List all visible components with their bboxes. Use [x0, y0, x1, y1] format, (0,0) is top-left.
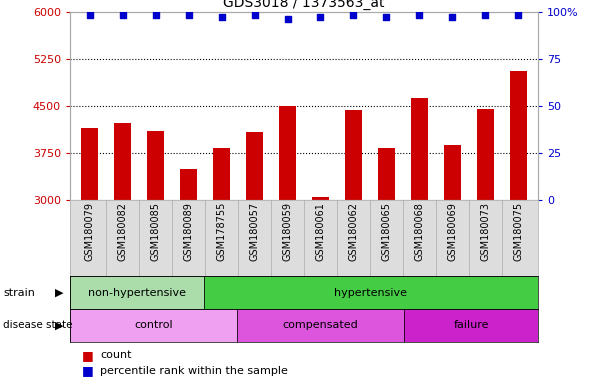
Text: ■: ■ — [82, 364, 94, 377]
Text: disease state: disease state — [3, 320, 72, 331]
Text: non-hypertensive: non-hypertensive — [88, 288, 186, 298]
Point — [316, 14, 325, 20]
Bar — [279, 106, 295, 384]
Bar — [404, 309, 538, 342]
Text: GSM180059: GSM180059 — [283, 202, 292, 261]
Point — [283, 16, 292, 22]
Bar — [246, 132, 263, 384]
Bar — [313, 197, 329, 384]
Text: GSM180065: GSM180065 — [381, 202, 392, 261]
Text: GSM180075: GSM180075 — [513, 202, 523, 261]
Text: GSM180082: GSM180082 — [118, 202, 128, 261]
Bar — [477, 109, 494, 384]
Text: GSM180069: GSM180069 — [447, 202, 457, 261]
Text: GSM180057: GSM180057 — [249, 202, 260, 261]
Bar — [510, 71, 527, 384]
Bar — [70, 309, 237, 342]
Text: ▶: ▶ — [55, 320, 64, 331]
Point — [118, 12, 128, 18]
Text: GSM180073: GSM180073 — [480, 202, 490, 261]
Bar — [237, 309, 404, 342]
Bar — [81, 127, 98, 384]
Bar — [444, 145, 461, 384]
Bar — [204, 276, 538, 309]
Point — [513, 12, 523, 18]
Text: strain: strain — [3, 288, 35, 298]
Text: GSM178755: GSM178755 — [216, 202, 227, 262]
Bar — [147, 131, 164, 384]
Point — [250, 12, 260, 18]
Point — [184, 12, 193, 18]
Bar — [114, 123, 131, 384]
Text: GSM180062: GSM180062 — [348, 202, 359, 261]
Text: GSM180089: GSM180089 — [184, 202, 193, 261]
Text: failure: failure — [454, 320, 489, 331]
Text: GSM180068: GSM180068 — [415, 202, 424, 261]
Text: GSM180085: GSM180085 — [151, 202, 161, 261]
Bar — [70, 276, 204, 309]
Bar — [378, 148, 395, 384]
Point — [151, 12, 161, 18]
Text: GSM180061: GSM180061 — [316, 202, 325, 261]
Bar — [213, 148, 230, 384]
Text: ■: ■ — [82, 349, 94, 362]
Point — [216, 14, 226, 20]
Point — [85, 12, 95, 18]
Text: ▶: ▶ — [55, 288, 64, 298]
Text: count: count — [100, 350, 132, 360]
Point — [415, 12, 424, 18]
Point — [348, 12, 358, 18]
Text: control: control — [134, 320, 173, 331]
Text: percentile rank within the sample: percentile rank within the sample — [100, 366, 288, 376]
Text: compensated: compensated — [283, 320, 359, 331]
Text: hypertensive: hypertensive — [334, 288, 407, 298]
Point — [382, 14, 392, 20]
Title: GDS3018 / 1373563_at: GDS3018 / 1373563_at — [223, 0, 385, 10]
Bar — [411, 98, 427, 384]
Bar — [345, 110, 362, 384]
Bar — [181, 169, 197, 384]
Point — [480, 12, 490, 18]
Point — [447, 14, 457, 20]
Text: GSM180079: GSM180079 — [85, 202, 95, 261]
